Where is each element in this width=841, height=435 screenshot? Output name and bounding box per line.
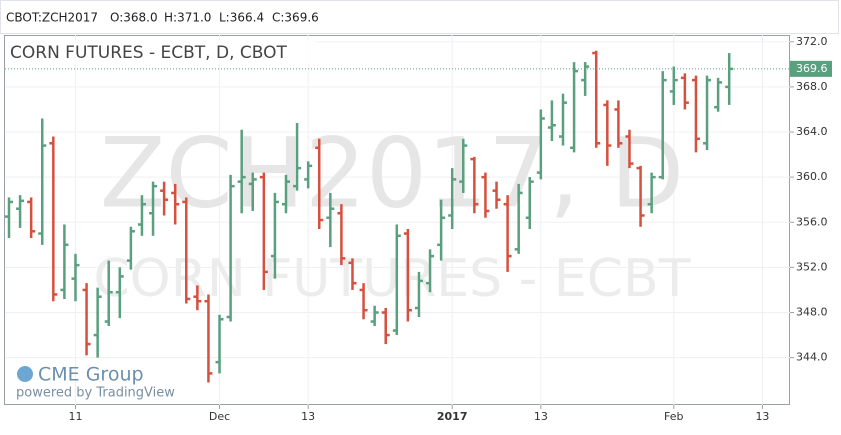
ohlc-bar — [669, 66, 678, 105]
ohlc-bar — [703, 75, 712, 151]
ohlc-bar — [514, 183, 523, 254]
ohlc-bar — [282, 174, 290, 214]
ohlc-bar — [38, 118, 47, 245]
ohlc-bar — [71, 253, 80, 302]
low-value: L:366.4 — [219, 11, 264, 25]
y-tick-label: 356.0 — [796, 215, 828, 228]
ohlc-bar — [326, 192, 335, 248]
last-price-label: 369.6 — [796, 62, 828, 75]
ohlc-bar — [293, 122, 302, 191]
ohlc-bar — [448, 168, 457, 230]
ohlc-bar — [547, 100, 556, 142]
ohlc-bar — [636, 165, 645, 227]
symbol: CBOT:ZCH2017 — [6, 11, 98, 25]
ohlc-bar — [536, 109, 545, 180]
ohlc-bar — [193, 285, 202, 311]
ohlc-bar — [315, 138, 324, 230]
credit: powered by TradingView — [16, 386, 175, 401]
ohlc-bar — [525, 177, 534, 230]
x-tick-label: Dec — [209, 410, 230, 423]
ohlc-bar — [49, 136, 58, 302]
open-value: O:368.0 — [110, 11, 158, 25]
x-tick-label: 11 — [68, 410, 82, 423]
ohlc-bar — [248, 172, 257, 211]
ohlc-bar — [725, 53, 734, 105]
ohlc-bar — [570, 62, 579, 153]
ohlc-bar — [381, 307, 390, 345]
ohlc-bar — [215, 314, 224, 374]
ohlc-bar — [614, 100, 623, 148]
y-tick-label: 372.0 — [796, 35, 828, 48]
ohlc-bar — [459, 138, 468, 193]
ohlc-bar — [691, 75, 700, 153]
close-value: C:369.6 — [272, 11, 319, 25]
y-tick-label: 344.0 — [796, 351, 828, 364]
ohlc-bar — [204, 294, 213, 383]
ohlc-bar — [370, 305, 379, 327]
high-value: H:371.0 — [164, 11, 211, 25]
ohlc-bar — [171, 183, 180, 225]
ohlc-bar — [93, 287, 102, 358]
plot-frame — [4, 35, 790, 405]
title-bg — [6, 40, 316, 64]
ohlc-bar — [414, 271, 423, 318]
ohlc-bar — [337, 204, 346, 266]
ohlc-bar — [149, 181, 158, 236]
ohlc-bar — [304, 161, 313, 189]
x-tick-label: 13 — [755, 410, 769, 423]
y-tick-label: 368.0 — [796, 80, 828, 93]
ohlc-bar — [470, 156, 479, 214]
ohlc-bar — [82, 283, 91, 356]
x-tick-label: Feb — [664, 410, 683, 423]
ohlc-bar — [259, 172, 268, 290]
y-tick-label: 348.0 — [796, 306, 828, 319]
ohlc-bar — [437, 199, 446, 261]
header-bar — [0, 0, 839, 34]
x-tick-label: 13 — [534, 410, 548, 423]
ohlc-bar — [115, 267, 124, 319]
last-price-box — [790, 60, 832, 77]
ohlc-bar — [226, 174, 235, 322]
logo-icon — [17, 366, 33, 382]
watermark-subtitle: CORN FUTURES - ECBT — [93, 249, 690, 309]
ohlc-bar — [603, 100, 612, 166]
x-tick-label: 13 — [301, 410, 315, 423]
ohlc-bar — [559, 93, 567, 146]
ohlc-bar — [359, 283, 368, 320]
x-tick-label: 2017 — [437, 410, 468, 423]
ohlc-bar — [658, 71, 667, 180]
ohlc-bar — [426, 249, 435, 293]
ohlc-bar — [680, 73, 689, 110]
y-tick-label: 364.0 — [796, 125, 828, 138]
ohlc-bar — [237, 129, 246, 214]
y-tick-label: 352.0 — [796, 260, 828, 273]
watermark: ZCH2017, D — [100, 117, 684, 229]
ohlc-bar — [16, 195, 25, 228]
ohlc-bar — [592, 50, 601, 148]
ohlc-bar — [126, 226, 135, 270]
ohlc-bar — [403, 229, 412, 322]
ohlc-bar — [5, 197, 13, 239]
ohlc-bar — [714, 77, 723, 112]
ohlc-bar — [160, 181, 169, 216]
y-tick-label: 360.0 — [796, 170, 828, 183]
ohlc-bar — [503, 195, 512, 272]
ohlc-bar — [481, 172, 490, 218]
ohlc-bar — [270, 192, 279, 279]
ohlc-bar — [647, 172, 656, 214]
ohlc-bar — [137, 195, 146, 236]
ohlc-bar — [104, 260, 113, 327]
ohlc-bar — [27, 197, 36, 239]
ohlc-bar — [182, 197, 191, 304]
ohlc-bar — [60, 224, 69, 299]
chart-title: CORN FUTURES - ECBT, D, CBOT — [10, 43, 287, 63]
ohlc-bar — [392, 224, 401, 336]
ohlc-bar — [492, 181, 501, 209]
ohlc-bar — [625, 129, 634, 169]
logo: CME Group — [38, 364, 144, 386]
ohlc-bar — [581, 62, 590, 96]
ohlc-bar — [348, 258, 357, 290]
